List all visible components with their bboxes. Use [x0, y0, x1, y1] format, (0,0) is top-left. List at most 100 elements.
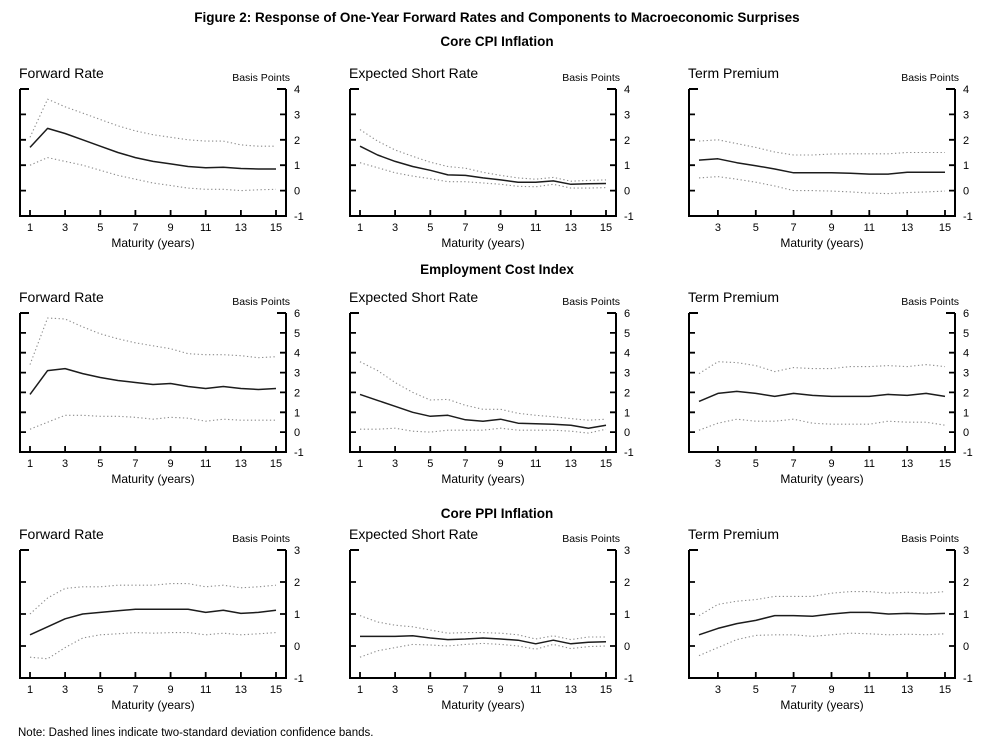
- x-axis-labels: 3 5 7 9 11 13 15: [715, 458, 951, 470]
- y-axis-labels: -1 0 1 2 3 4 5 6: [624, 308, 634, 459]
- x-tick-label: 11: [530, 684, 541, 696]
- x-tick-label: 15: [600, 458, 612, 470]
- y-tick-label: -1: [294, 211, 304, 223]
- figure-note: Note: Dashed lines indicate two-standard…: [18, 727, 374, 739]
- series-upper-confidence-band: [698, 361, 946, 375]
- x-tick-label: 13: [235, 222, 247, 234]
- axis-ticks: [351, 581, 615, 677]
- x-tick-label: 5: [753, 458, 759, 470]
- section-heading-core-cpi: Core CPI Inflation: [440, 34, 554, 49]
- x-tick-label: 11: [530, 458, 541, 470]
- x-tick-label: 3: [715, 684, 721, 696]
- y-axis-labels: -1 0 1 2 3 4: [294, 84, 304, 223]
- panel-title: Forward Rate: [19, 289, 104, 305]
- y-tick-label: 1: [624, 160, 630, 172]
- series-point-estimate: [29, 608, 277, 636]
- x-tick-label: 5: [427, 222, 433, 234]
- y-tick-label: -1: [963, 211, 973, 223]
- y-tick-label: -1: [294, 447, 304, 459]
- y-tick-label: 4: [294, 84, 300, 96]
- y-axis-labels: -1 0 1 2 3 4 5 6: [294, 308, 304, 459]
- plot-frame: [349, 549, 617, 679]
- y-tick-label: 2: [294, 577, 300, 589]
- x-tick-label: 9: [168, 684, 174, 696]
- x-tick-label: 13: [901, 458, 913, 470]
- x-tick-label: 15: [939, 684, 951, 696]
- x-tick-label: 11: [530, 222, 541, 234]
- y-axis-labels: -1 0 1 2 3 4 5 6: [963, 308, 973, 459]
- x-tick-label: 15: [600, 222, 612, 234]
- y-tick-label: 3: [294, 109, 300, 121]
- y-tick-label: 2: [294, 387, 300, 399]
- series-lower-confidence-band: [359, 162, 607, 189]
- x-tick-label: 15: [270, 222, 282, 234]
- panel-title: Term Premium: [688, 65, 779, 81]
- panel-units-label: Basis Points: [562, 533, 620, 545]
- plot-svg: Expected Short Rate Basis Points -1 0 1 2 3 4 5 6…: [349, 289, 634, 486]
- y-tick-label: 3: [963, 545, 969, 557]
- x-tick-label: 1: [27, 222, 33, 234]
- y-tick-label: 3: [624, 545, 630, 557]
- series-point-estimate: [359, 393, 607, 429]
- y-tick-label: 6: [963, 308, 969, 320]
- x-tick-label: 13: [565, 222, 577, 234]
- series-point-estimate: [359, 145, 607, 186]
- y-tick-label: 0: [294, 186, 300, 198]
- y-tick-label: -1: [963, 673, 973, 685]
- chart-panel-1-expected-short-rate: Expected Short Rate Basis Points -1 0 1 2 3 4 5 6…: [340, 283, 670, 502]
- y-tick-label: 4: [963, 348, 969, 360]
- axis-ticks: [21, 581, 285, 677]
- x-tick-label: 15: [939, 458, 951, 470]
- x-axis-title: Maturity (years): [111, 698, 194, 712]
- y-tick-label: 5: [963, 328, 969, 340]
- y-tick-label: -1: [624, 447, 634, 459]
- x-axis-labels: 1 3 5 7 9 11 13 15: [27, 458, 282, 470]
- y-tick-label: 2: [963, 387, 969, 399]
- x-tick-label: 5: [427, 684, 433, 696]
- y-tick-label: 0: [624, 641, 630, 653]
- series-upper-confidence-band: [29, 317, 277, 365]
- x-axis-title: Maturity (years): [441, 472, 524, 486]
- series-lower-confidence-band: [360, 427, 607, 434]
- plot-svg: Term Premium Basis Points -1 0 1 2 3 3 5 7 9 11 13 15…: [688, 526, 973, 712]
- y-tick-label: 0: [963, 186, 969, 198]
- x-tick-label: 1: [27, 684, 33, 696]
- y-tick-label: 3: [963, 368, 969, 380]
- x-tick-label: 3: [715, 458, 721, 470]
- series-upper-confidence-band: [359, 129, 607, 182]
- axis-ticks: [690, 113, 954, 215]
- y-tick-label: 4: [294, 348, 300, 360]
- plot-svg: Term Premium Basis Points -1 0 1 2 3 4 3 5 7 9 11 13 1…: [688, 65, 973, 250]
- x-tick-label: 13: [565, 684, 577, 696]
- x-axis-title: Maturity (years): [441, 698, 524, 712]
- x-tick-label: 1: [357, 458, 363, 470]
- x-tick-label: 7: [791, 684, 797, 696]
- y-tick-label: 4: [624, 348, 630, 360]
- y-tick-label: 0: [624, 186, 630, 198]
- x-tick-label: 5: [753, 222, 759, 234]
- x-tick-label: 13: [901, 684, 913, 696]
- y-tick-label: 3: [294, 545, 300, 557]
- plot-frame: [349, 312, 617, 453]
- plot-frame: [688, 312, 956, 453]
- axis-ticks: [690, 581, 954, 677]
- y-tick-label: 3: [294, 368, 300, 380]
- x-tick-label: 7: [462, 684, 468, 696]
- panel-units-label: Basis Points: [901, 296, 959, 308]
- x-tick-label: 9: [498, 458, 504, 470]
- x-axis-title: Maturity (years): [780, 698, 863, 712]
- x-tick-label: 9: [828, 684, 834, 696]
- y-tick-label: 1: [624, 609, 630, 621]
- panel-title: Term Premium: [688, 289, 779, 305]
- y-tick-label: 3: [624, 109, 630, 121]
- x-tick-label: 13: [565, 458, 577, 470]
- series-lower-confidence-band: [29, 414, 276, 430]
- series-lower-confidence-band: [698, 176, 946, 195]
- series-upper-confidence-band: [359, 361, 607, 421]
- x-tick-label: 15: [270, 684, 282, 696]
- plot-frame: [349, 88, 617, 217]
- y-tick-label: 0: [963, 427, 969, 439]
- x-tick-label: 1: [357, 222, 363, 234]
